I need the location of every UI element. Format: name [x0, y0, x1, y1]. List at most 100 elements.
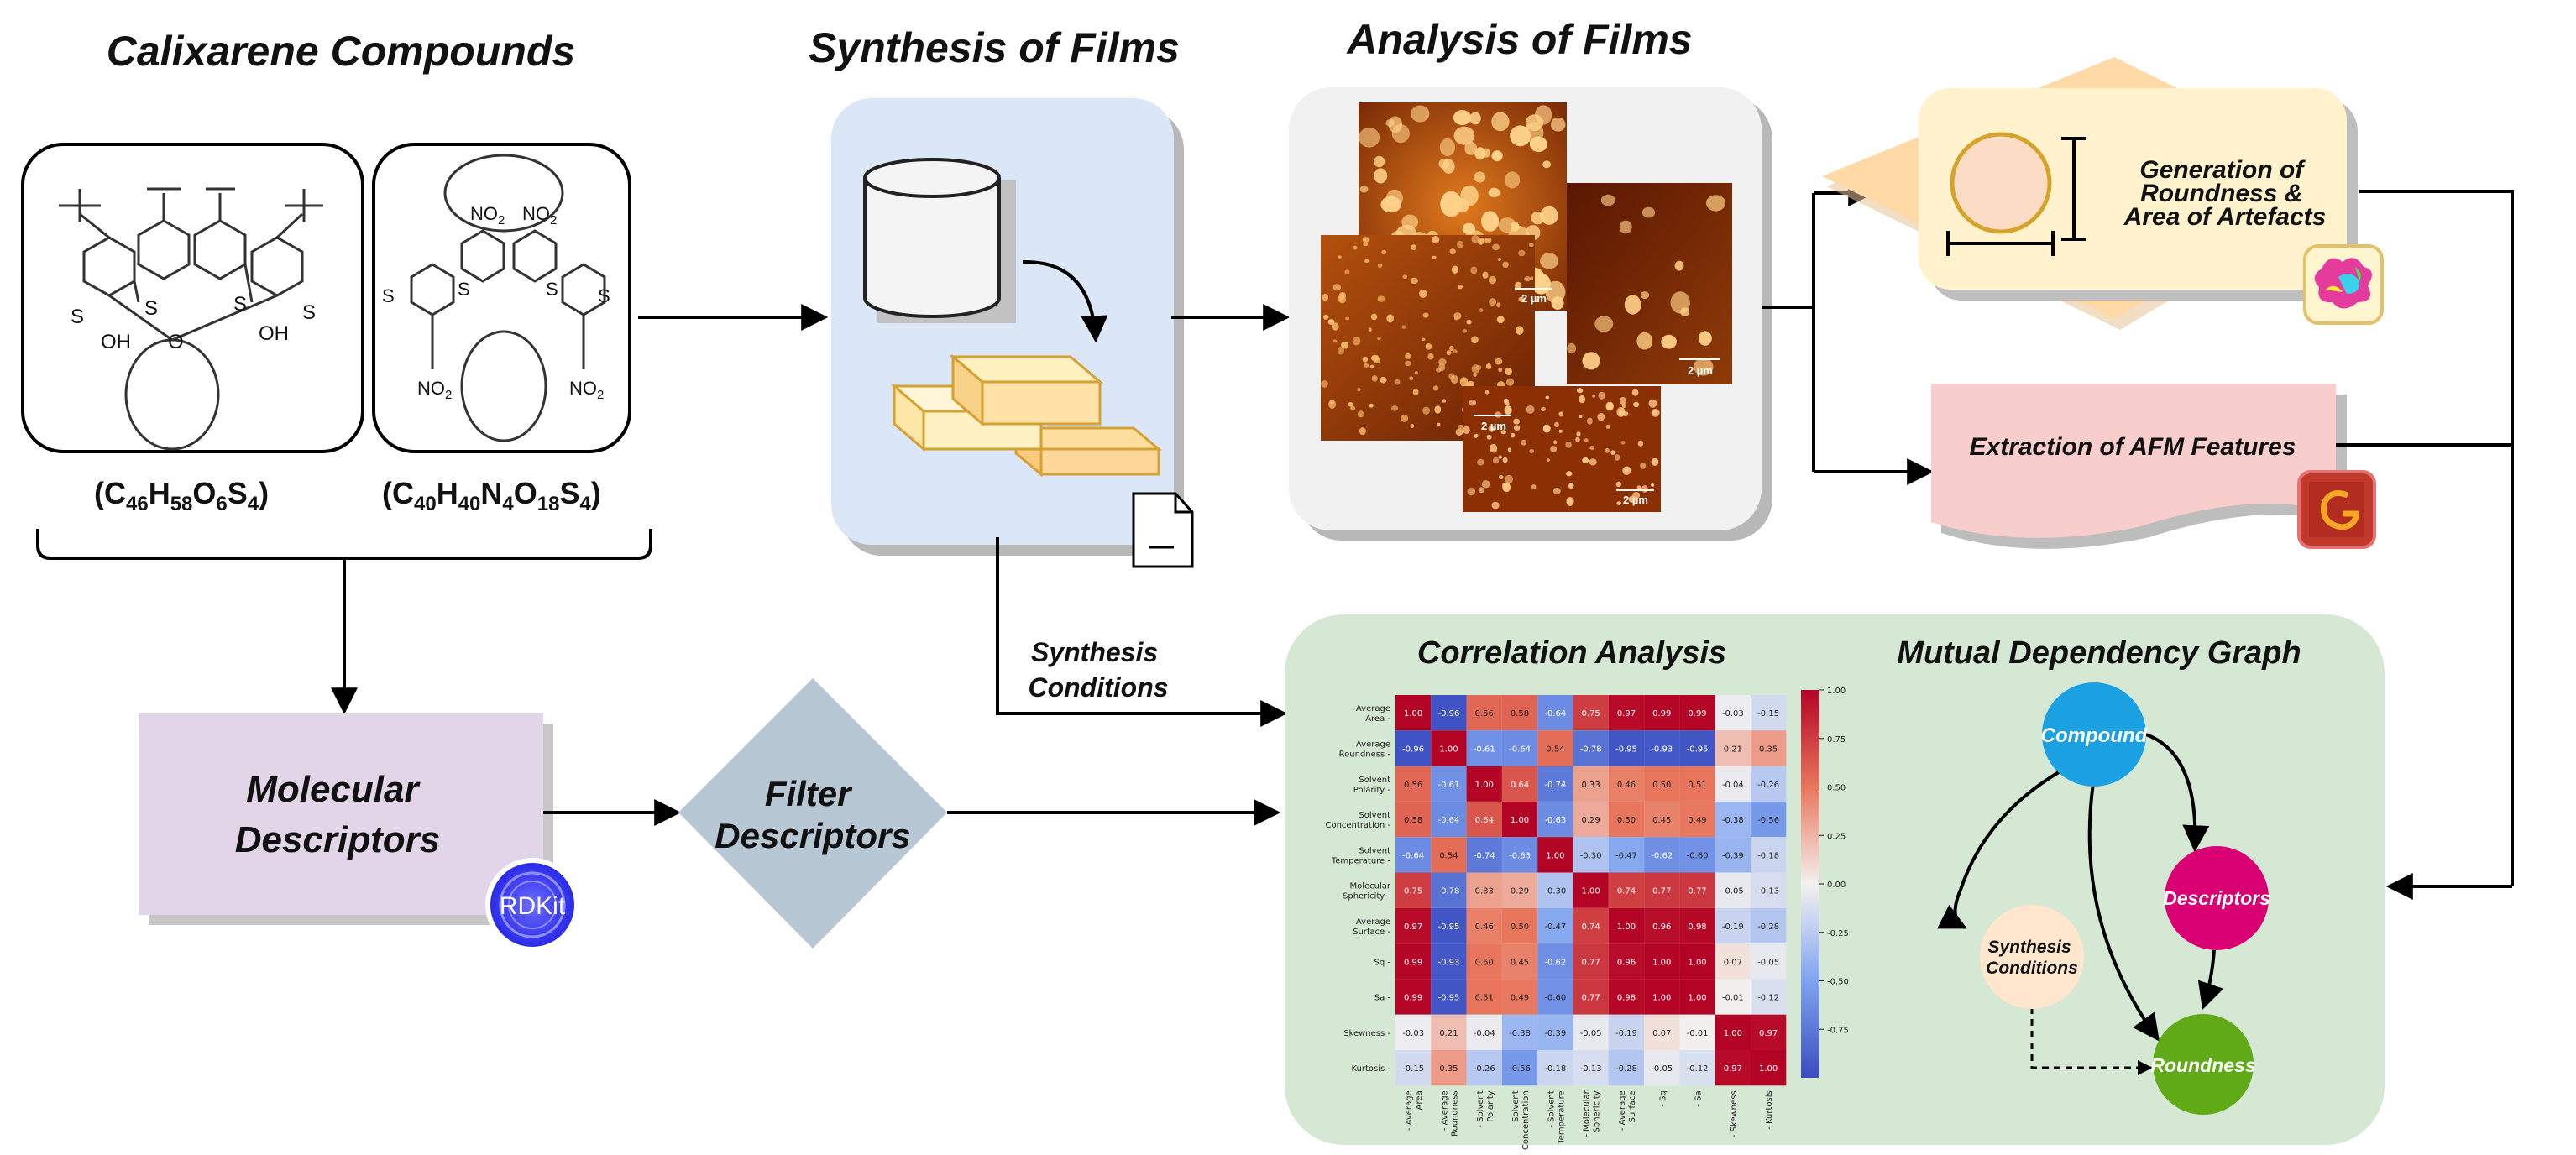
- s-label-1: S: [71, 306, 84, 328]
- colorbar-tick-label: -0.25: [1827, 929, 1849, 938]
- heatmap-cell: [1608, 1014, 1645, 1050]
- heatmap-row-label: Solvent Polarity -: [1353, 776, 1391, 795]
- heatmap-value: -0.64: [1544, 709, 1566, 719]
- filter-line1: Filter: [765, 774, 853, 813]
- heatmap-row-label: Skewness -: [1343, 1029, 1390, 1038]
- heatmap-row-label: Average Area -: [1356, 704, 1390, 724]
- svg-text:- Sq: - Sq: [1658, 1090, 1668, 1106]
- heatmap-value: 0.77: [1582, 994, 1600, 1003]
- afm-particle: [1505, 378, 1515, 386]
- heatmap-col-label: - SolventConcentration: [1511, 1090, 1531, 1150]
- afm-particle: [1469, 400, 1477, 406]
- afm-particle: [1394, 379, 1401, 385]
- afm-particle: [1500, 430, 1506, 435]
- heatmap-row-label: Sa -: [1374, 994, 1391, 1003]
- svg-text:RDKit: RDKit: [500, 892, 566, 920]
- heatmap-value: 0.33: [1475, 887, 1494, 896]
- afm-particle: [1651, 483, 1655, 488]
- generation-box: Generation of Roundness & Area of Artefa…: [1822, 57, 2384, 330]
- heatmap-value: -0.26: [1757, 781, 1779, 790]
- heatmap-value: 0.21: [1724, 745, 1742, 754]
- heatmap-value: -0.95: [1438, 922, 1460, 932]
- synthesis-title: Synthesis of Films: [809, 24, 1180, 71]
- afm-particle: [1550, 446, 1558, 452]
- afm-particle: [1566, 497, 1574, 506]
- heatmap-cell: [1431, 943, 1467, 980]
- molecular-descriptors-line1: Molecular: [246, 769, 421, 810]
- heatmap-cell: [1431, 801, 1467, 838]
- heatmap-cell: [1715, 837, 1751, 873]
- afm-particle: [1464, 141, 1478, 155]
- afm-particle: [1505, 171, 1521, 189]
- heatmap-cell: [1501, 1014, 1538, 1050]
- afm-particle: [1587, 417, 1593, 425]
- molecular-descriptors-box: Molecular Descriptors RDKit: [139, 713, 579, 952]
- heatmap-cell: [1466, 837, 1502, 873]
- s-label-2: S: [144, 297, 158, 320]
- afm-particle: [1496, 302, 1501, 308]
- afm-particle: [1558, 429, 1563, 433]
- afm-particle: [1565, 442, 1572, 448]
- heatmap-cell: [1644, 979, 1680, 1015]
- afm-particle: [1338, 255, 1342, 259]
- heatmap-cell: [1501, 695, 1538, 731]
- heatmap-cell: [1431, 872, 1467, 908]
- heatmap-value: -0.03: [1402, 1029, 1424, 1038]
- afm-particle: [1369, 364, 1374, 368]
- afm-particle: [1321, 380, 1328, 388]
- afm-particle: [1615, 454, 1620, 461]
- heatmap-value: 1.00: [1759, 1064, 1778, 1074]
- heatmap-value: 0.75: [1582, 709, 1600, 719]
- heatmap-value: 0.33: [1582, 781, 1600, 790]
- heatmap-row-label: Average Surface -: [1353, 917, 1390, 937]
- afm-particle: [1491, 150, 1503, 162]
- afm-particle: [1535, 105, 1552, 125]
- heatmap-value: 0.50: [1475, 958, 1494, 967]
- afm-particle: [1540, 253, 1558, 269]
- afm-particle: [1516, 326, 1524, 335]
- heatmap-cell: [1679, 943, 1715, 980]
- heatmap-cell: [1537, 943, 1573, 980]
- afm-particle: [1463, 426, 1470, 434]
- heatmap-row-label: Average Roundness -: [1339, 740, 1391, 759]
- heatmap-cell: [1715, 1014, 1751, 1050]
- film-stack-icon: [890, 353, 1163, 478]
- heatmap-cell: [1501, 907, 1538, 944]
- afm-particle: [1357, 410, 1364, 418]
- heatmap-cell: [1679, 766, 1715, 802]
- heatmap-value: 0.58: [1511, 709, 1529, 719]
- afm-particle: [1481, 211, 1500, 232]
- heatmap-cell: [1573, 907, 1609, 944]
- heatmap-cell: [1679, 801, 1715, 838]
- node-synthesis-conditions: Synthesis Conditions: [1980, 905, 2084, 1009]
- afm-particle: [1498, 455, 1502, 459]
- afm-particle: [1350, 405, 1356, 411]
- afm-particle: [1531, 484, 1537, 489]
- afm-particle: [1529, 448, 1535, 454]
- heatmap-value: -0.03: [1722, 709, 1744, 719]
- heatmap-value: -0.96: [1402, 745, 1424, 754]
- heatmap-cell: [1573, 943, 1609, 980]
- heatmap-cell: [1537, 1014, 1573, 1050]
- heatmap-row-label: Molecular Sphericity -: [1343, 882, 1391, 902]
- afm-particle: [1597, 412, 1605, 421]
- afm-particle: [1446, 350, 1452, 356]
- afm-particle: [1542, 160, 1552, 169]
- heatmap-cell: [1395, 730, 1432, 766]
- afm-particle: [1622, 466, 1631, 475]
- heatmap-cell: [1715, 1050, 1751, 1086]
- heatmap-value: -0.26: [1474, 1064, 1495, 1074]
- afm-particle: [1466, 319, 1472, 325]
- afm-particle: [1504, 405, 1512, 415]
- afm-particle: [1405, 360, 1411, 367]
- heatmap-value: -0.60: [1687, 851, 1709, 860]
- extraction-box: Extraction of AFM Features: [1931, 384, 2376, 549]
- heatmap-value: -0.64: [1509, 745, 1531, 754]
- afm-particle: [1502, 482, 1508, 489]
- heatmap-cell: [1431, 1014, 1467, 1050]
- afm-particle: [1401, 214, 1419, 230]
- heatmap-cell: [1715, 730, 1751, 766]
- database-icon: [863, 158, 1016, 323]
- heatmap-value: 0.21: [1439, 1029, 1458, 1038]
- svg-text:2 µm: 2 µm: [1521, 292, 1547, 305]
